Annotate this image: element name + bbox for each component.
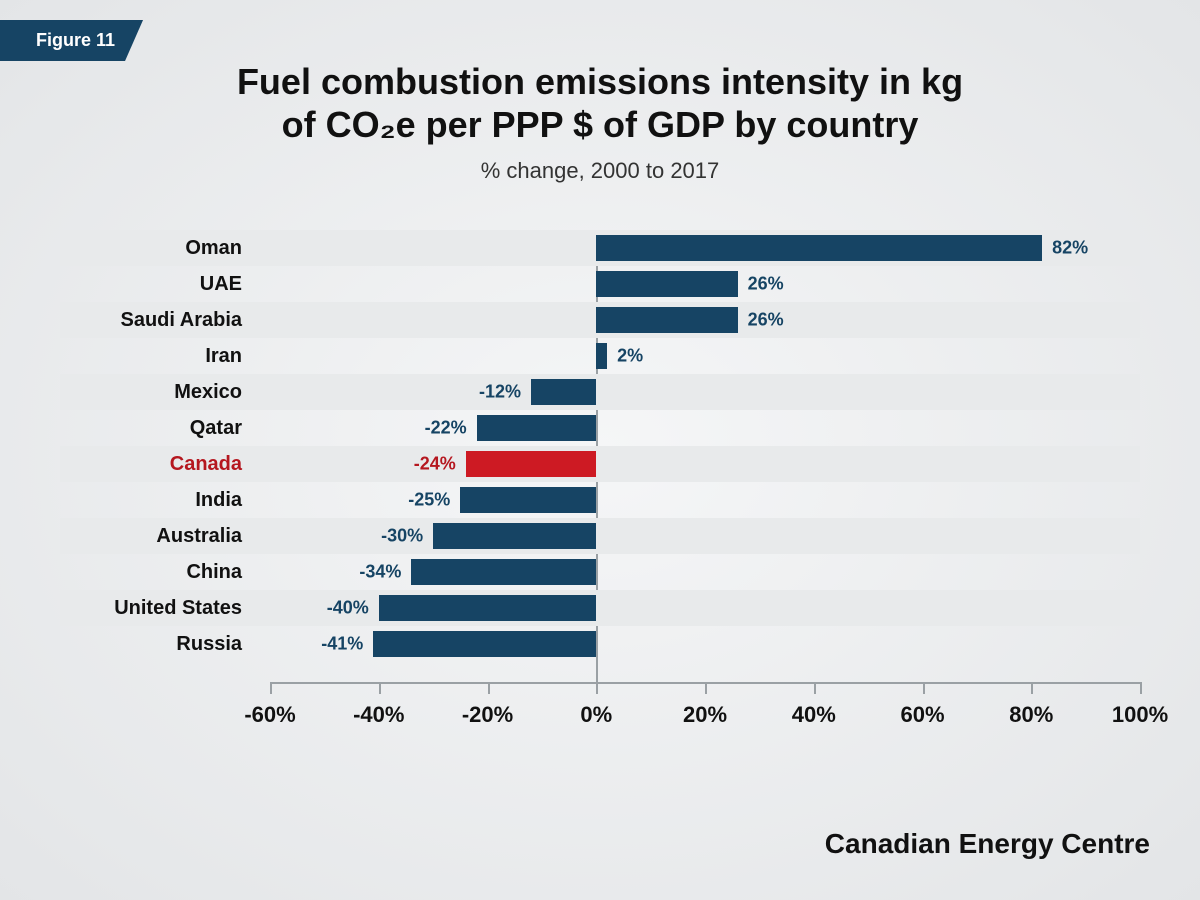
chart-row: UAE 26% xyxy=(60,266,1140,302)
chart-row: United States -40% xyxy=(60,590,1140,626)
bar-value-label: 2% xyxy=(617,346,643,367)
row-label: Iran xyxy=(60,345,260,368)
bar xyxy=(596,235,1042,261)
figure-tag: Figure 11 xyxy=(0,20,143,61)
bar xyxy=(466,451,597,477)
x-tick xyxy=(814,682,816,694)
title-line-2: of CO₂e per PPP $ of GDP by country xyxy=(282,104,919,145)
bar-value-label: -30% xyxy=(381,526,423,547)
chart-row: Oman 82% xyxy=(60,230,1140,266)
bar-value-label: 26% xyxy=(748,310,784,331)
row-label: China xyxy=(60,561,260,584)
bar-track: -25% xyxy=(270,482,1140,518)
x-tick xyxy=(1031,682,1033,694)
x-tick xyxy=(705,682,707,694)
bar xyxy=(411,559,596,585)
bar-value-label: -25% xyxy=(408,490,450,511)
bar-value-label: -40% xyxy=(327,598,369,619)
row-label: Australia xyxy=(60,525,260,548)
chart-row: Mexico -12% xyxy=(60,374,1140,410)
bar-track: -24% xyxy=(270,446,1140,482)
plot-area: Oman 82% UAE 26% Saudi Arabia 26% Iran 2% Mexico… xyxy=(60,230,1140,700)
bar-track: 2% xyxy=(270,338,1140,374)
title-line-1: Fuel combustion emissions intensity in k… xyxy=(237,61,963,102)
chart-row: Saudi Arabia 26% xyxy=(60,302,1140,338)
row-label: Russia xyxy=(60,633,260,656)
bar-value-label: -12% xyxy=(479,382,521,403)
bar xyxy=(373,631,596,657)
x-tick-label: -40% xyxy=(353,702,404,728)
x-tick xyxy=(1140,682,1142,694)
bar-value-label: 82% xyxy=(1052,238,1088,259)
chart-row: Russia -41% xyxy=(60,626,1140,662)
bar xyxy=(531,379,596,405)
bar-track: 26% xyxy=(270,266,1140,302)
chart-row: Australia -30% xyxy=(60,518,1140,554)
x-tick xyxy=(270,682,272,694)
chart-row: Canada -24% xyxy=(60,446,1140,482)
row-label: Qatar xyxy=(60,417,260,440)
row-label: UAE xyxy=(60,273,260,296)
row-label: Oman xyxy=(60,237,260,260)
x-tick-label: 0% xyxy=(580,702,612,728)
x-tick xyxy=(923,682,925,694)
x-tick-label: 60% xyxy=(900,702,944,728)
bar xyxy=(379,595,597,621)
x-tick xyxy=(379,682,381,694)
x-tick xyxy=(596,682,598,694)
row-label: Mexico xyxy=(60,381,260,404)
bar-track: 26% xyxy=(270,302,1140,338)
x-tick-label: 80% xyxy=(1009,702,1053,728)
bar xyxy=(596,343,607,369)
bar xyxy=(433,523,596,549)
x-tick-label: -20% xyxy=(462,702,513,728)
x-tick xyxy=(488,682,490,694)
bar-track: 82% xyxy=(270,230,1140,266)
chart-row: Qatar -22% xyxy=(60,410,1140,446)
bar-value-label: -41% xyxy=(321,634,363,655)
chart-row: Iran 2% xyxy=(60,338,1140,374)
bar-track: -12% xyxy=(270,374,1140,410)
chart-title: Fuel combustion emissions intensity in k… xyxy=(0,60,1200,146)
bar xyxy=(460,487,596,513)
bar xyxy=(477,415,597,441)
x-axis: -60%-40%-20%0%20%40%60%80%100% xyxy=(270,682,1140,742)
x-tick-label: 100% xyxy=(1112,702,1168,728)
bar-value-label: -24% xyxy=(414,454,456,475)
bar-track: -30% xyxy=(270,518,1140,554)
row-label: India xyxy=(60,489,260,512)
x-tick-label: 20% xyxy=(683,702,727,728)
bar-track: -22% xyxy=(270,410,1140,446)
bar-track: -41% xyxy=(270,626,1140,662)
bar-value-label: -34% xyxy=(359,562,401,583)
x-tick-label: 40% xyxy=(792,702,836,728)
row-label: Canada xyxy=(60,453,260,476)
bar-value-label: 26% xyxy=(748,274,784,295)
bar xyxy=(596,307,737,333)
row-label: United States xyxy=(60,597,260,620)
bar xyxy=(596,271,737,297)
bar-track: -34% xyxy=(270,554,1140,590)
chart-row: China -34% xyxy=(60,554,1140,590)
chart-row: India -25% xyxy=(60,482,1140,518)
bar-track: -40% xyxy=(270,590,1140,626)
footer-brand: Canadian Energy Centre xyxy=(825,828,1150,860)
bar-chart: Oman 82% UAE 26% Saudi Arabia 26% Iran 2% Mexico… xyxy=(60,230,1140,760)
row-label: Saudi Arabia xyxy=(60,309,260,332)
title-block: Fuel combustion emissions intensity in k… xyxy=(0,60,1200,184)
chart-subtitle: % change, 2000 to 2017 xyxy=(0,158,1200,184)
bar-value-label: -22% xyxy=(425,418,467,439)
x-tick-label: -60% xyxy=(244,702,295,728)
